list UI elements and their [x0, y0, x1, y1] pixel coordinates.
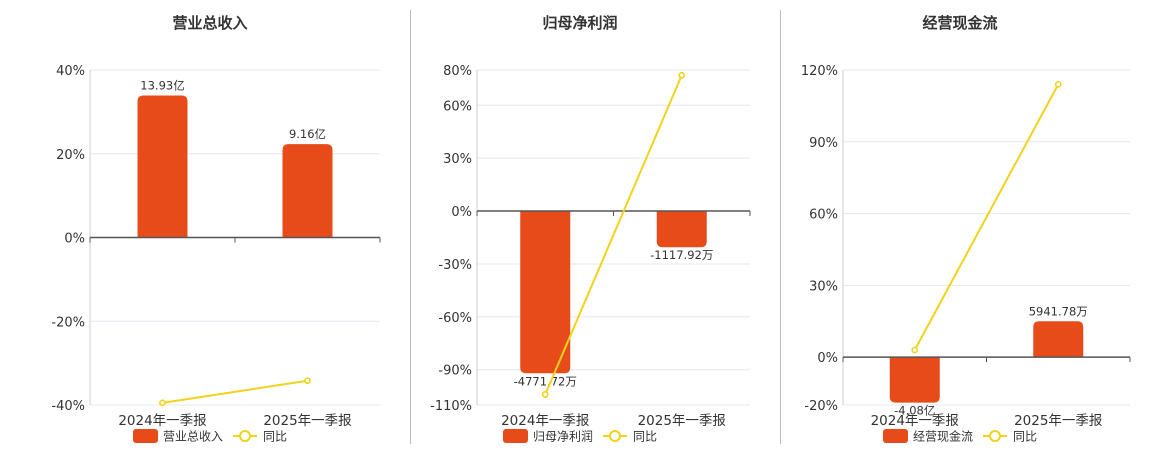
- bar: [1033, 321, 1084, 358]
- y-tick-label: 0%: [451, 205, 472, 220]
- legend-swatch-marker: [989, 430, 1001, 442]
- bar-data-label: -4771.72万: [514, 374, 577, 388]
- y-tick-label: -20%: [804, 399, 838, 414]
- yoy-point: [678, 71, 686, 79]
- yoy-point: [159, 399, 166, 407]
- x-category-label: 2024年一季报: [871, 413, 959, 429]
- bar-data-label: 13.93亿: [140, 79, 184, 93]
- y-tick-label: 30%: [809, 279, 838, 294]
- bar: [656, 211, 707, 248]
- chart-title: 营业总收入: [172, 14, 247, 32]
- yoy-point: [304, 377, 311, 385]
- chart-panel: 营业总收入 -40% -20% 0% 20% 40% 13.93亿 9.16亿 2024年一季报…: [51, 14, 381, 444]
- yoy-line: [162, 379, 308, 404]
- yoy-point: [1054, 80, 1062, 88]
- chart-panel: 经营现金流 -20% 0% 30% 60% 90% 120% -4.08亿 5941.78万 20…: [801, 14, 1131, 444]
- y-tick-label: 90%: [809, 136, 838, 151]
- y-tick-label: -30%: [438, 258, 472, 273]
- yoy-point: [541, 391, 549, 398]
- legend-swatch-bar: [883, 429, 908, 443]
- bar: [282, 144, 333, 238]
- bar-data-label: 9.16亿: [289, 127, 326, 141]
- yoy-point: [911, 346, 919, 354]
- x-category-label: 2024年一季报: [118, 413, 206, 429]
- panel-divider: [410, 10, 411, 444]
- panel-divider: [780, 10, 781, 444]
- legend-swatch-marker: [239, 430, 251, 442]
- bar: [520, 211, 571, 374]
- bar-data-label: -1117.92万: [650, 248, 713, 262]
- y-tick-label: 60%: [443, 99, 472, 114]
- yoy-line: [544, 74, 683, 395]
- y-tick-label: 120%: [801, 64, 838, 79]
- y-tick-label: 30%: [443, 152, 472, 167]
- y-tick-label: 20%: [56, 148, 85, 163]
- chart-panel: 归母净利润 -110% -90% -60% -30% 0% 30% 60% 80% -4771.7…: [430, 14, 751, 444]
- legend-label-bar: 营业总收入: [163, 430, 223, 444]
- y-tick-label: 40%: [56, 64, 85, 79]
- bar-data-label: 5941.78万: [1029, 304, 1088, 318]
- chart-title: 归母净利润: [542, 14, 617, 32]
- legend-label-line: 同比: [263, 430, 287, 444]
- legend-label-bar: 归母净利润: [533, 430, 593, 444]
- x-category-label: 2024年一季报: [501, 413, 589, 429]
- y-tick-label: -110%: [430, 399, 472, 414]
- legend-label-line: 同比: [1013, 430, 1037, 444]
- yoy-line: [913, 83, 1060, 351]
- y-tick-label: 60%: [809, 208, 838, 223]
- legend-swatch-bar: [503, 429, 528, 443]
- y-tick-label: -40%: [51, 399, 85, 414]
- x-category-label: 2025年一季报: [263, 413, 351, 429]
- legend-swatch-bar: [133, 429, 158, 443]
- bar: [137, 95, 188, 238]
- legend-label-line: 同比: [633, 430, 657, 444]
- y-tick-label: -20%: [51, 315, 85, 330]
- bar: [889, 357, 940, 403]
- y-tick-label: 80%: [443, 64, 472, 79]
- y-tick-label: 0%: [64, 232, 85, 247]
- bar-data-label: -4.08亿: [894, 404, 935, 418]
- y-tick-label: 0%: [817, 351, 838, 366]
- legend-label-bar: 经营现金流: [913, 429, 973, 444]
- x-category-label: 2025年一季报: [1014, 413, 1102, 429]
- legend-swatch-marker: [609, 430, 621, 442]
- x-category-label: 2025年一季报: [638, 413, 726, 429]
- chart-title: 经营现金流: [922, 14, 997, 32]
- y-tick-label: -90%: [438, 364, 472, 379]
- y-tick-label: -60%: [438, 311, 472, 326]
